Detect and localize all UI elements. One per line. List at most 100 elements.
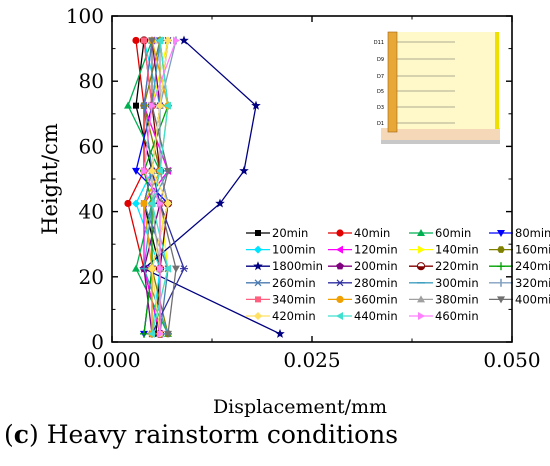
data-point: [157, 199, 164, 208]
model-inset: D11 D9 D7 D5 D3 D1: [374, 31, 500, 144]
legend-label: 400min: [515, 292, 550, 306]
inset-soil: [396, 32, 496, 129]
data-point: [140, 102, 148, 110]
inset-label: D1: [377, 121, 384, 127]
data-point: [164, 330, 172, 338]
legend-entry-1800min: 1800min: [246, 259, 323, 273]
data-point: [164, 264, 171, 273]
legend-entry-400min: 400min: [489, 292, 550, 306]
legend-marker: [497, 230, 505, 237]
data-point: [239, 165, 249, 175]
y-axis-label: Height/cm: [38, 123, 62, 235]
legend: 20min 40min 60min 80min 100min 120min 140min 16…: [246, 226, 550, 323]
series-460min: [141, 36, 180, 338]
legend-label: 220min: [435, 259, 479, 273]
data-point: [173, 36, 180, 45]
legend-label: 120min: [354, 243, 398, 257]
x-tick-label: 0.050: [483, 348, 540, 372]
legend-entry-320min: 320min: [489, 276, 550, 290]
legend-label: 280min: [354, 276, 398, 290]
legend-marker: [255, 296, 261, 303]
y-tick-label: 40: [79, 200, 104, 224]
data-point: [148, 264, 156, 273]
series-line: [151, 40, 177, 334]
series-line: [135, 40, 161, 334]
legend-marker: [418, 245, 425, 254]
legend-entry-280min: 280min: [328, 276, 398, 290]
legend-entry-420min: 420min: [246, 309, 316, 323]
inset-edge: [495, 32, 499, 129]
data-point: [215, 198, 225, 208]
series-line: [143, 40, 177, 334]
x-tick-label: 0.025: [283, 348, 340, 372]
series-440min: [148, 36, 171, 338]
data-point: [164, 36, 172, 45]
legend-label: 40min: [354, 226, 390, 240]
data-point: [148, 329, 155, 338]
inset-label: D11: [374, 40, 384, 46]
legend-marker: [336, 312, 343, 320]
legend-marker: [336, 229, 344, 237]
legend-entry-360min: 360min: [328, 292, 398, 306]
legend-label: 440min: [354, 309, 398, 323]
data-point: [148, 166, 156, 175]
data-point: [124, 199, 132, 208]
legend-label: 300min: [435, 276, 479, 290]
legend-entry-80min: 80min: [489, 226, 550, 240]
legend-marker: [497, 246, 505, 253]
data-point: [172, 265, 180, 273]
legend-marker: [497, 296, 505, 304]
legend-marker: [497, 262, 505, 271]
plot-area: [124, 35, 285, 338]
y-tick-label: 0: [91, 330, 104, 354]
legend-entry-160min: 160min: [489, 243, 550, 257]
data-point: [124, 101, 132, 109]
legend-label: 420min: [272, 309, 316, 323]
legend-marker: [416, 262, 426, 271]
inset-wall: [387, 31, 398, 133]
legend-label: 260min: [272, 276, 316, 290]
legend-label: 340min: [272, 292, 316, 306]
legend-marker: [254, 279, 262, 287]
data-point: [132, 36, 140, 45]
legend-label: 80min: [515, 226, 550, 240]
data-point: [141, 166, 148, 175]
data-point: [156, 36, 163, 45]
figure-caption: (c) Heavy rainstorm conditions: [4, 420, 399, 449]
data-point: [149, 101, 156, 110]
data-point: [251, 100, 261, 110]
legend-label: 1800min: [272, 259, 323, 273]
legend-entry-260min: 260min: [246, 276, 316, 290]
data-point: [275, 328, 285, 338]
legend-label: 140min: [435, 243, 479, 257]
data-point: [156, 166, 163, 175]
legend-label: 460min: [435, 309, 479, 323]
legend-label: 380min: [435, 292, 479, 306]
displacement-chart: D11 D9 D7 D5 D3 D1 20min 40min 60min 80min 100min…: [38, 4, 550, 418]
data-point: [164, 167, 172, 175]
series-line: [151, 40, 169, 334]
legend-marker: [336, 245, 343, 254]
data-point: [132, 167, 140, 175]
legend-marker: [254, 245, 262, 254]
legend-marker: [418, 312, 425, 320]
legend-label: 240min: [515, 259, 550, 273]
legend-entry-20min: 20min: [246, 226, 308, 240]
data-point: [140, 329, 148, 338]
legend-label: 100min: [272, 243, 316, 257]
legend-entry-240min: 240min: [489, 259, 550, 273]
caption-text: Heavy rainstorm conditions: [46, 420, 399, 449]
data-point: [164, 199, 172, 208]
caption-letter: c: [13, 420, 29, 449]
legend-label: 20min: [272, 226, 308, 240]
inset-label: D3: [377, 105, 384, 111]
data-point: [132, 264, 140, 272]
axes: 0 20 40 60 80 100 0.000 0.025 0.050 Displacement/…: [38, 4, 541, 418]
data-point: [148, 37, 156, 45]
legend-marker: [336, 262, 344, 270]
inset-label: D5: [377, 89, 384, 95]
inset-label: D7: [377, 74, 384, 80]
data-point: [133, 102, 139, 109]
data-point: [179, 35, 189, 45]
legend-entry-300min: 300min: [409, 276, 479, 290]
